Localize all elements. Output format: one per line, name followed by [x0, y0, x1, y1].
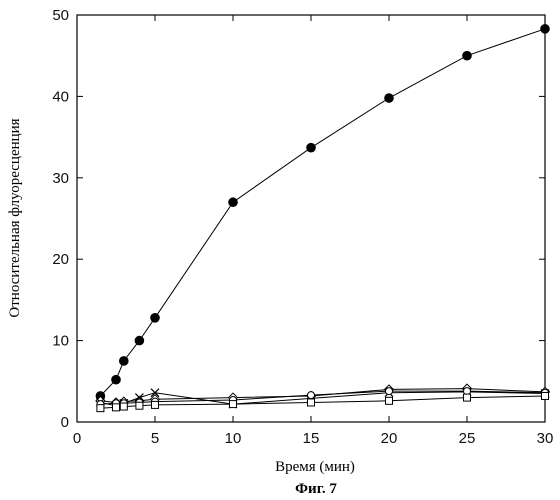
x-tick-label: 30	[537, 430, 554, 447]
data-point	[112, 375, 121, 384]
series-line	[100, 29, 545, 396]
data-point	[136, 402, 143, 409]
x-tick-label: 0	[73, 430, 81, 447]
y-tick-label: 50	[52, 7, 69, 24]
data-point	[385, 94, 394, 103]
data-point	[120, 403, 127, 410]
data-point	[464, 394, 471, 401]
data-point	[151, 314, 160, 323]
data-point	[308, 399, 315, 406]
data-point	[230, 401, 237, 408]
data-point	[120, 357, 129, 366]
data-point	[386, 388, 393, 395]
data-point	[463, 51, 472, 60]
figure-caption: Фиг. 7	[295, 481, 337, 497]
data-point	[464, 388, 471, 395]
x-tick-label: 10	[225, 430, 242, 447]
y-tick-label: 30	[52, 170, 69, 187]
series-diamond	[96, 384, 550, 407]
x-tick-label: 20	[381, 430, 398, 447]
data-point	[229, 198, 238, 207]
series-layer	[96, 25, 550, 412]
x-axis-ticks: 0 5 10 15 20 25 30	[73, 15, 554, 447]
series-filled-circle	[96, 25, 549, 401]
y-axis-label: Относительная флуоресценция	[7, 118, 23, 317]
y-axis-ticks: 0 10 20 30 40 50	[52, 7, 545, 431]
data-point	[113, 404, 120, 411]
y-tick-label: 40	[52, 88, 69, 105]
y-tick-label: 0	[61, 414, 69, 431]
y-tick-label: 20	[52, 251, 69, 268]
x-tick-label: 15	[303, 430, 320, 447]
data-point	[307, 143, 316, 152]
x-tick-label: 25	[459, 430, 476, 447]
data-point	[308, 392, 315, 399]
plot-frame	[77, 15, 545, 422]
data-point	[135, 336, 144, 345]
series-line	[100, 389, 545, 403]
data-point	[386, 397, 393, 404]
x-tick-label: 5	[151, 430, 159, 447]
data-point	[97, 405, 104, 412]
data-point	[541, 25, 550, 34]
plot-border	[77, 15, 545, 422]
data-point	[542, 392, 549, 399]
data-point	[152, 401, 159, 408]
y-tick-label: 10	[52, 333, 69, 350]
x-axis-label: Время (мин)	[275, 459, 355, 475]
